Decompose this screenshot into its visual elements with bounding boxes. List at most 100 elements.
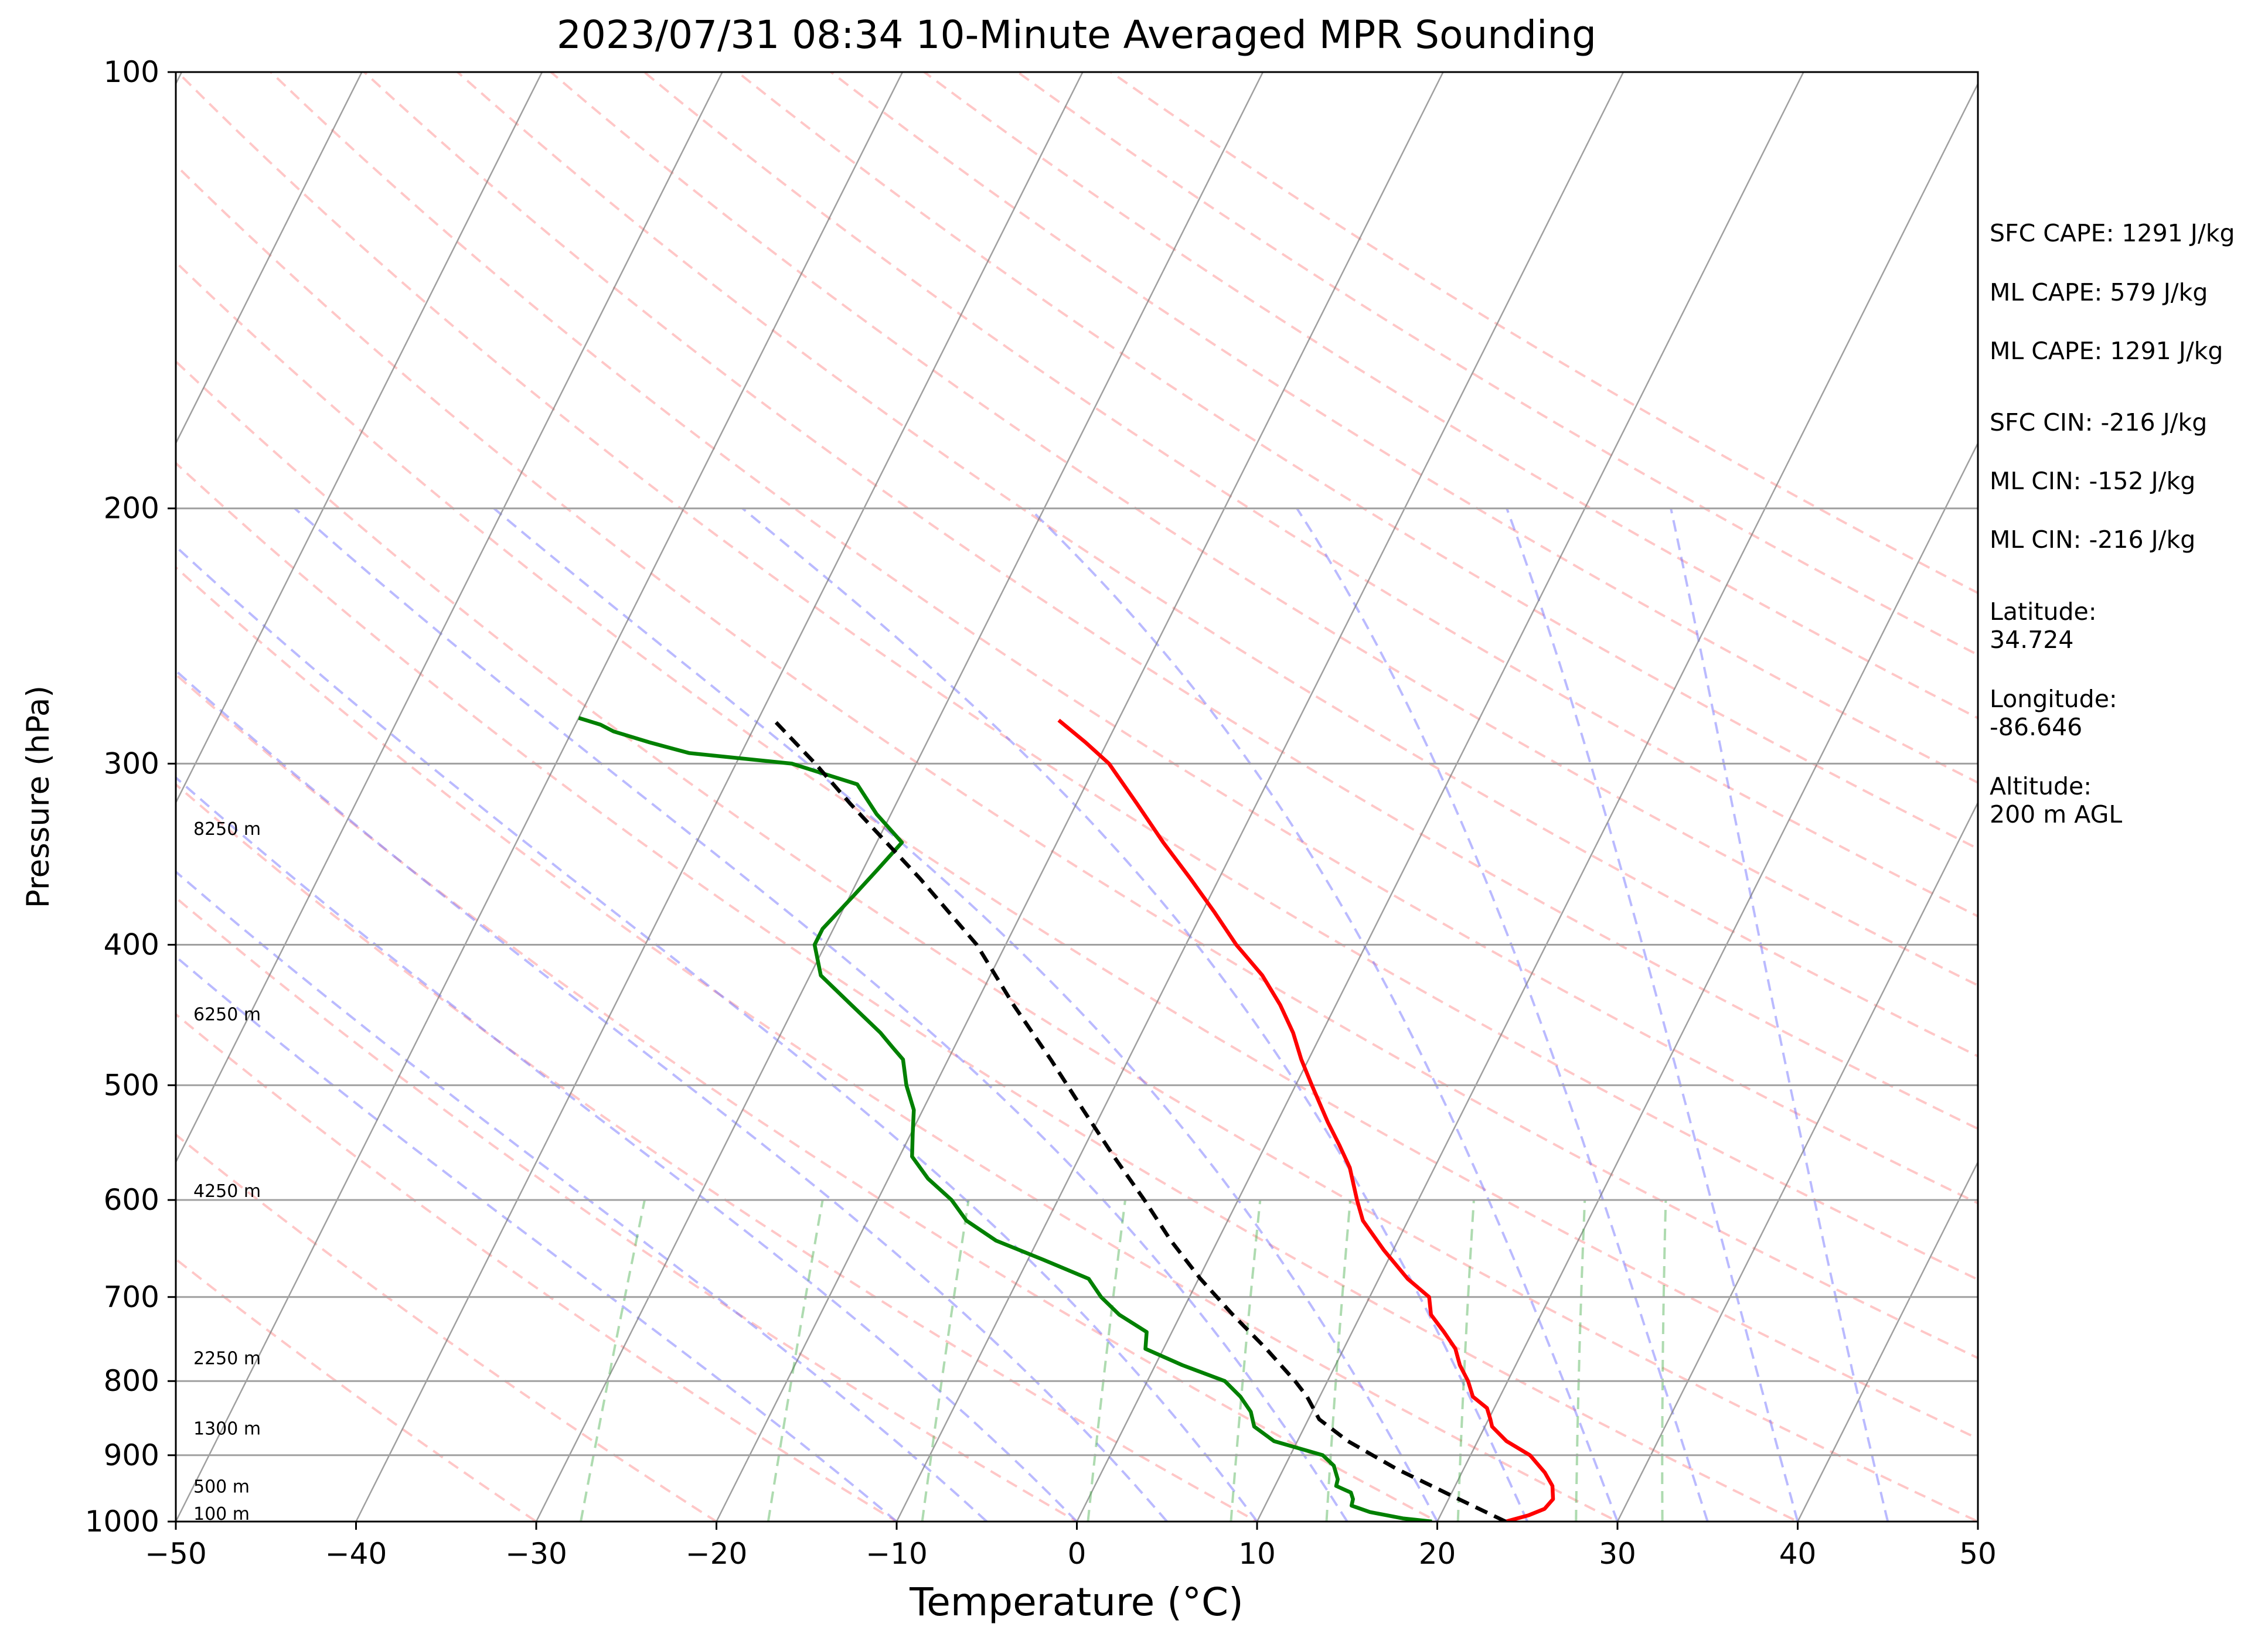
height-label: 8250 m [193,819,261,840]
y-tick-label: 800 [104,1364,159,1398]
x-tick-label: −50 [145,1537,207,1571]
mixing-ratio-line [767,1199,824,1522]
y-tick-label: 300 [104,746,159,780]
sfc-cape-label: SFC CAPE: 1291 J/kg [1990,219,2235,247]
parameters-panel: SFC CAPE: 1291 J/kg ML CAPE: 579 J/kg ML… [1990,219,2235,828]
dry-adiabat [176,260,1978,1440]
dewpoint-line [578,716,1432,1522]
moist-adiabat [1506,508,1799,1522]
dry-adiabat [176,896,1079,1522]
moist-adiabat [176,669,1168,1522]
dry-adiabat [735,72,1978,850]
x-axis-label: Temperature (°C) [909,1580,1244,1625]
ml-cape-label-2: ML CAPE: 1291 J/kg [1990,337,2223,365]
isotherm [0,40,18,1553]
dry-adiabat [176,461,1801,1522]
x-tick-label: 30 [1599,1537,1636,1571]
sfc-cin-label: SFC CIN: -216 J/kg [1990,408,2207,436]
isotherm [1797,1160,1978,1522]
dry-adiabat [642,72,1978,918]
axis-ticks: −50 −40 −30 −20 −10 0 10 20 30 40 50 100 200 300 400 50… [85,55,1997,1571]
height-labels: 8250 m 6250 m 4250 m 2250 m 1300 m 500 m 100 m [193,819,261,1524]
x-tick-label: −30 [505,1537,567,1571]
height-label: 4250 m [193,1181,261,1202]
plot-background-lines [0,40,1978,1553]
moist-adiabat [1029,507,1619,1522]
y-tick-label: 600 [104,1183,159,1217]
plot-series [578,716,1555,1522]
dry-adiabat [176,1257,539,1522]
x-tick-label: −20 [686,1537,748,1571]
isotherm [716,72,1444,1522]
x-tick-label: 10 [1238,1537,1276,1571]
isotherm [1616,801,1978,1522]
isotherm [355,72,1084,1522]
moist-adiabat [1670,508,1889,1522]
dry-adiabat [176,72,1978,1281]
x-tick-label: 50 [1959,1537,1997,1571]
ml-cin-label: ML CIN: -152 J/kg [1990,467,2195,495]
y-tick-label: 400 [104,927,159,961]
plot-frame [175,71,1979,1523]
isotherm [1076,72,1804,1522]
y-tick-label: 200 [104,492,159,526]
dry-adiabat [176,1012,899,1522]
mixing-ratio-line [921,1199,970,1522]
dry-adiabat [269,72,1978,1205]
dry-adiabat [176,783,1260,1522]
dry-adiabat [455,72,1978,1058]
y-tick-label: 1000 [85,1505,159,1539]
x-tick-label: −10 [866,1537,928,1571]
latitude-value: 34.724 [1990,626,2073,654]
ml-cape-label: ML CAPE: 579 J/kg [1990,278,2208,306]
y-tick-label: 900 [104,1438,159,1472]
parcel-path-line [772,719,1507,1522]
temperature-line [1057,718,1555,1522]
dry-adiabat [829,72,1978,785]
height-label: 6250 m [193,1004,261,1025]
x-tick-label: 40 [1779,1537,1817,1571]
moist-adiabat [176,545,1258,1522]
x-tick-label: 20 [1419,1537,1456,1571]
isotherm [1256,82,1978,1522]
longitude-value: -86.646 [1990,713,2082,741]
altitude-value: 200 m AGL [1990,800,2122,828]
altitude-label: Altitude: [1990,772,2092,800]
y-tick-label: 500 [104,1068,159,1102]
mixing-ratio-line [580,1199,646,1522]
x-tick-label: −40 [325,1537,387,1571]
height-label: 2250 m [193,1349,261,1369]
height-label: 1300 m [193,1419,261,1440]
dry-adiabat [176,163,1978,1360]
mixing-ratio-line [1087,1199,1126,1522]
x-tick-label: 0 [1068,1537,1087,1571]
dry-adiabat [176,360,1978,1522]
isotherm [176,72,363,445]
isotherm [176,72,543,804]
isotherm [535,72,1264,1522]
moist-adiabat [493,507,1439,1522]
mixing-ratio-line [1661,1200,1667,1522]
dry-adiabat [549,72,1978,987]
latitude-label: Latitude: [1990,598,2097,626]
moist-adiabat [176,776,1078,1522]
y-axis-label: Pressure (hPa) [21,685,56,908]
isotherm [895,72,1625,1522]
mixing-ratio-line [1575,1200,1586,1522]
height-label: 500 m [193,1477,250,1498]
chart-title: 2023/07/31 08:34 10-Minute Averaged MPR … [557,12,1596,57]
isotherm [176,72,723,1164]
isotherm [1436,441,1978,1522]
height-label: 100 m [193,1504,250,1524]
dry-adiabat [176,1133,719,1522]
y-tick-label: 100 [104,55,159,89]
y-tick-label: 700 [104,1280,159,1314]
dry-adiabat [176,673,1440,1522]
dry-adiabat [922,72,1978,719]
isotherm [176,72,904,1522]
longitude-label: Longitude: [1990,685,2117,713]
dry-adiabat [362,72,1978,1130]
mixing-ratio-line [1230,1199,1262,1522]
dry-adiabat [176,565,1620,1522]
